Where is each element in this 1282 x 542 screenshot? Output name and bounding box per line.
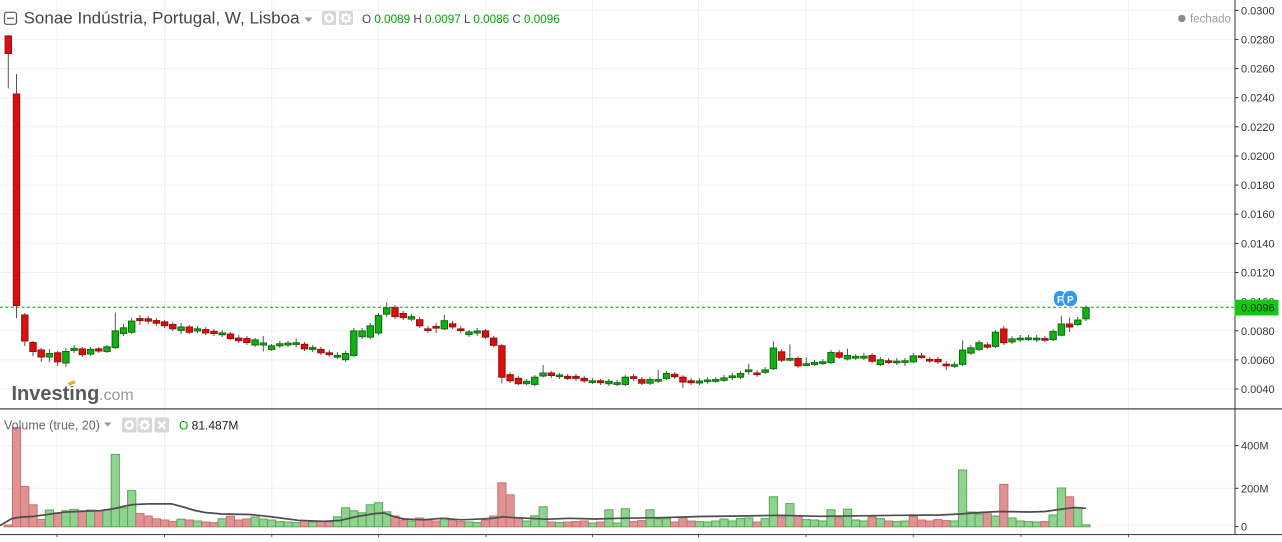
- svg-text:0.0200: 0.0200: [1241, 151, 1275, 163]
- svg-text:0.0140: 0.0140: [1241, 238, 1275, 250]
- svg-text:0.0280: 0.0280: [1241, 34, 1275, 46]
- svg-text:0.0060: 0.0060: [1241, 355, 1275, 367]
- svg-text:0.0260: 0.0260: [1241, 64, 1275, 76]
- svg-text:0.0080: 0.0080: [1241, 326, 1275, 338]
- svg-text:Volume (true, 20): Volume (true, 20): [4, 419, 100, 433]
- svg-text:F: F: [1057, 295, 1063, 306]
- svg-text:Investing: Investing: [12, 383, 100, 405]
- svg-text:0.0240: 0.0240: [1241, 93, 1275, 105]
- svg-text:0: 0: [1241, 522, 1247, 534]
- svg-text:0.0220: 0.0220: [1241, 122, 1275, 134]
- svg-text:0.0160: 0.0160: [1241, 209, 1275, 221]
- svg-text:200M: 200M: [1241, 483, 1269, 495]
- svg-text:0.0300: 0.0300: [1241, 5, 1275, 17]
- svg-text:0.0120: 0.0120: [1241, 268, 1275, 280]
- svg-text:O 0.0089 H 0.0097 L 0.0086 C 0: O 0.0089 H 0.0097 L 0.0086 C 0.0096: [362, 13, 560, 26]
- svg-text:P: P: [1067, 295, 1074, 306]
- svg-text:400M: 400M: [1241, 441, 1269, 453]
- svg-text:O 81.487M: O 81.487M: [179, 419, 238, 433]
- svg-text:fechado: fechado: [1190, 14, 1231, 26]
- svg-text:0.0180: 0.0180: [1241, 180, 1275, 192]
- svg-text:0.0040: 0.0040: [1241, 384, 1275, 396]
- svg-text:0.0096: 0.0096: [1241, 303, 1275, 315]
- svg-text:Sonae Indústria, Portugal, W,: Sonae Indústria, Portugal, W, Lisboa: [24, 9, 300, 28]
- svg-text:.com: .com: [99, 387, 134, 404]
